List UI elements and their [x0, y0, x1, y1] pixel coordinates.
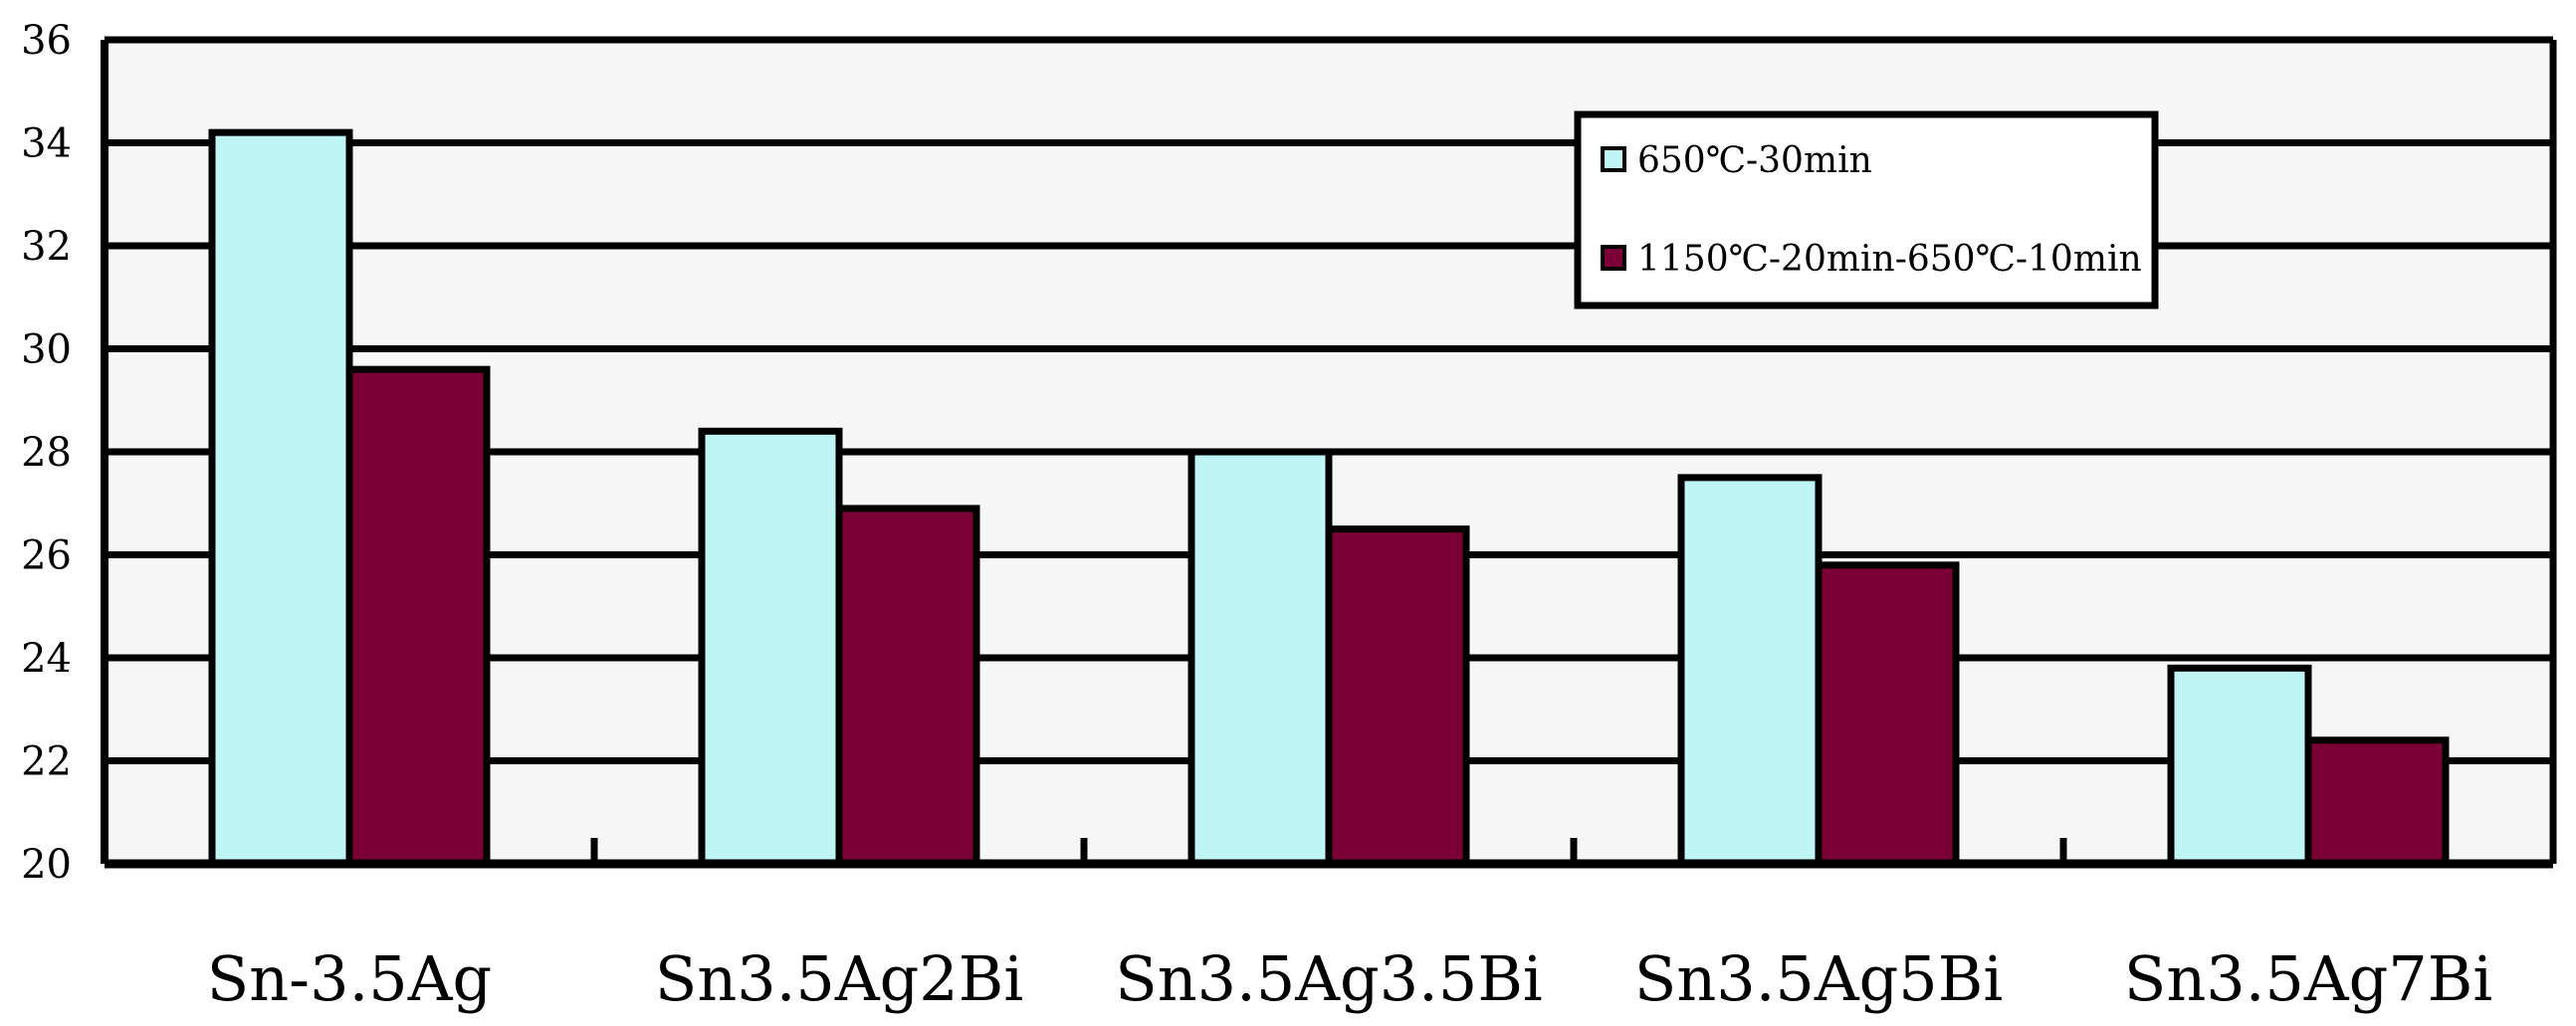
x-category-label: Sn3.5Ag3.5Bi — [1115, 942, 1542, 1015]
y-tick-label: 36 — [21, 18, 72, 64]
legend-swatch-series-1 — [1601, 146, 1626, 172]
y-tick-label: 28 — [21, 430, 72, 476]
bars — [208, 128, 2450, 868]
y-tick-label: 22 — [21, 739, 72, 785]
y-tick-label: 32 — [21, 224, 72, 270]
bar-series-2 — [1815, 561, 1960, 868]
bar-series-1 — [1187, 448, 1333, 868]
y-tick-label: 30 — [21, 327, 72, 373]
x-category-label: Sn3.5Ag7Bi — [2124, 942, 2492, 1015]
legend: 650℃-30min 1150℃-20min-650℃-10min — [1574, 110, 2159, 309]
bar-series-1 — [2167, 664, 2312, 868]
bar-series-1 — [1677, 474, 1823, 868]
y-tick-label: 34 — [21, 121, 72, 167]
y-tick-label: 26 — [21, 533, 72, 579]
legend-box — [1574, 110, 2159, 309]
bar-series-2 — [2304, 736, 2450, 868]
legend-label-series-2: 1150℃-20min-650℃-10min — [1637, 239, 2142, 280]
y-tick-labels: 20 22 24 26 28 30 32 34 36 — [21, 18, 72, 888]
x-category-label: Sn-3.5Ag — [207, 942, 492, 1015]
legend-label-series-1: 650℃-30min — [1637, 140, 1872, 181]
bar-series-1 — [208, 128, 353, 868]
bar-series-2 — [835, 505, 980, 868]
y-tick-label: 24 — [21, 636, 72, 682]
x-category-label: Sn3.5Ag5Bi — [1634, 942, 2003, 1015]
legend-swatch-series-2 — [1601, 245, 1626, 271]
x-category-label: Sn3.5Ag2Bi — [655, 942, 1023, 1015]
bar-series-2 — [345, 365, 491, 868]
y-tick-label: 20 — [21, 842, 72, 888]
axes — [101, 40, 2557, 869]
x-category-labels: Sn-3.5Ag Sn3.5Ag2Bi Sn3.5Ag3.5Bi Sn3.5Ag5Bi… — [207, 942, 2492, 1015]
bar-series-1 — [698, 427, 843, 868]
bar-series-2 — [1325, 525, 1470, 868]
